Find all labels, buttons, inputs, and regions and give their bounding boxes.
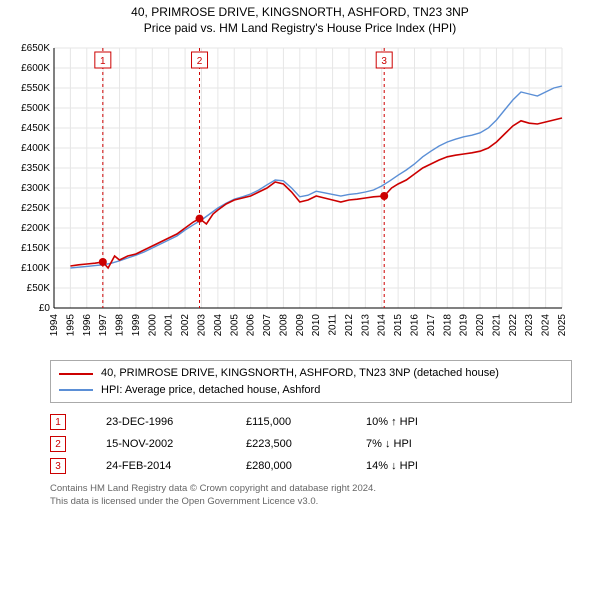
svg-text:2001: 2001: [164, 314, 175, 337]
svg-text:2020: 2020: [475, 314, 486, 337]
svg-text:2017: 2017: [426, 314, 437, 337]
svg-text:£150K: £150K: [21, 243, 50, 254]
svg-text:2019: 2019: [459, 314, 470, 337]
svg-text:2002: 2002: [180, 314, 191, 337]
svg-text:2025: 2025: [557, 314, 568, 337]
title-line2: Price paid vs. HM Land Registry's House …: [0, 20, 600, 36]
transaction-hpi: 14% ↓ HPI: [366, 460, 456, 472]
transactions-table: 1 23-DEC-1996 £115,000 10% ↑ HPI 2 15-NO…: [50, 411, 572, 477]
legend-row-0: 40, PRIMROSE DRIVE, KINGSNORTH, ASHFORD,…: [59, 365, 563, 382]
legend-box: 40, PRIMROSE DRIVE, KINGSNORTH, ASHFORD,…: [50, 360, 572, 403]
transaction-price: £115,000: [246, 416, 326, 428]
transaction-marker-2: 2: [50, 436, 66, 452]
svg-text:£400K: £400K: [21, 143, 50, 154]
svg-text:£650K: £650K: [21, 43, 50, 54]
svg-text:£50K: £50K: [27, 283, 51, 294]
title-line1: 40, PRIMROSE DRIVE, KINGSNORTH, ASHFORD,…: [0, 4, 600, 20]
table-row: 3 24-FEB-2014 £280,000 14% ↓ HPI: [50, 455, 572, 477]
legend-label-0: 40, PRIMROSE DRIVE, KINGSNORTH, ASHFORD,…: [101, 365, 499, 382]
transaction-price: £280,000: [246, 460, 326, 472]
svg-text:2023: 2023: [524, 314, 535, 337]
svg-text:2014: 2014: [377, 314, 388, 337]
svg-text:1997: 1997: [98, 314, 109, 337]
svg-text:2008: 2008: [278, 314, 289, 337]
footer-attribution: Contains HM Land Registry data © Crown c…: [50, 483, 572, 509]
legend-row-1: HPI: Average price, detached house, Ashf…: [59, 382, 563, 399]
svg-text:2005: 2005: [229, 314, 240, 337]
svg-text:2013: 2013: [360, 314, 371, 337]
svg-text:2018: 2018: [442, 314, 453, 337]
svg-text:£200K: £200K: [21, 223, 50, 234]
svg-text:£550K: £550K: [21, 83, 50, 94]
table-row: 2 15-NOV-2002 £223,500 7% ↓ HPI: [50, 433, 572, 455]
footer-line1: Contains HM Land Registry data © Crown c…: [50, 483, 572, 496]
svg-text:2010: 2010: [311, 314, 322, 337]
svg-text:2009: 2009: [295, 314, 306, 337]
svg-text:£500K: £500K: [21, 103, 50, 114]
svg-text:£350K: £350K: [21, 163, 50, 174]
title-block: 40, PRIMROSE DRIVE, KINGSNORTH, ASHFORD,…: [0, 0, 600, 36]
table-row: 1 23-DEC-1996 £115,000 10% ↑ HPI: [50, 411, 572, 433]
svg-text:1994: 1994: [49, 314, 60, 337]
svg-text:2007: 2007: [262, 314, 273, 337]
transaction-hpi: 10% ↑ HPI: [366, 416, 456, 428]
svg-text:£450K: £450K: [21, 123, 50, 134]
svg-text:£0: £0: [39, 303, 51, 314]
svg-text:£250K: £250K: [21, 203, 50, 214]
svg-text:2016: 2016: [410, 314, 421, 337]
svg-text:2000: 2000: [147, 314, 158, 337]
legend-swatch-0: [59, 373, 93, 375]
svg-text:1: 1: [100, 56, 106, 67]
transaction-price: £223,500: [246, 438, 326, 450]
svg-text:3: 3: [381, 56, 387, 67]
svg-text:2015: 2015: [393, 314, 404, 337]
chart-svg: £0 £50K £100K £150K £200K £250K £300K £350K £400…: [10, 42, 570, 352]
svg-text:£300K: £300K: [21, 183, 50, 194]
svg-text:2024: 2024: [541, 314, 552, 337]
svg-text:2004: 2004: [213, 314, 224, 337]
transaction-date: 24-FEB-2014: [106, 460, 206, 472]
svg-text:1999: 1999: [131, 314, 142, 337]
legend-swatch-1: [59, 389, 93, 391]
transaction-date: 23-DEC-1996: [106, 416, 206, 428]
svg-text:2: 2: [197, 56, 203, 67]
svg-text:2022: 2022: [508, 314, 519, 337]
figure-container: 40, PRIMROSE DRIVE, KINGSNORTH, ASHFORD,…: [0, 0, 600, 590]
svg-text:£100K: £100K: [21, 263, 50, 274]
svg-text:2011: 2011: [328, 314, 339, 336]
chart-area: £0 £50K £100K £150K £200K £250K £300K £350K £400…: [10, 42, 590, 352]
svg-text:2003: 2003: [196, 314, 207, 337]
transaction-hpi: 7% ↓ HPI: [366, 438, 456, 450]
transaction-marker-1: 1: [50, 414, 66, 430]
svg-text:2021: 2021: [491, 314, 502, 337]
svg-text:1995: 1995: [65, 314, 76, 337]
svg-text:1998: 1998: [115, 314, 126, 337]
svg-text:1996: 1996: [82, 314, 93, 337]
footer-line2: This data is licensed under the Open Gov…: [50, 496, 572, 509]
transaction-marker-3: 3: [50, 458, 66, 474]
svg-text:2006: 2006: [246, 314, 257, 337]
svg-text:£600K: £600K: [21, 63, 50, 74]
transaction-date: 15-NOV-2002: [106, 438, 206, 450]
legend-label-1: HPI: Average price, detached house, Ashf…: [101, 382, 320, 399]
svg-text:2012: 2012: [344, 314, 355, 337]
